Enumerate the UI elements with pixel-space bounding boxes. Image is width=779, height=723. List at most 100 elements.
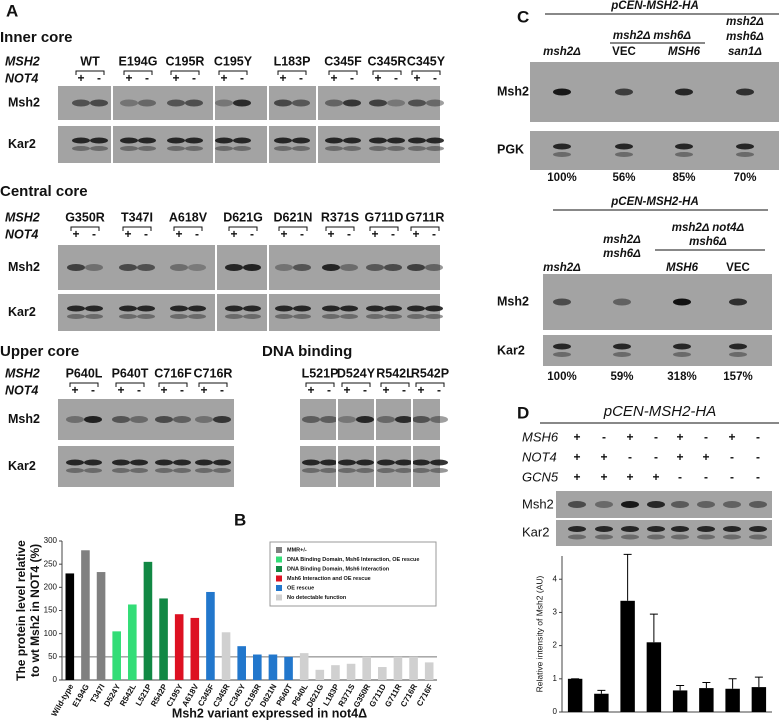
- band: [188, 305, 206, 312]
- bar: [699, 688, 714, 712]
- sign: +: [626, 430, 633, 444]
- band: [568, 501, 586, 508]
- variant: C716R: [194, 366, 233, 380]
- band: [320, 468, 338, 473]
- band: [67, 264, 85, 271]
- column-group: msh2Δ msh6Δ: [613, 30, 692, 42]
- variant: T347I: [121, 210, 153, 224]
- band: [369, 137, 387, 144]
- band: [84, 468, 102, 473]
- band: [167, 146, 185, 151]
- bar: [378, 667, 387, 680]
- row-label: NOT4: [5, 227, 38, 241]
- band: [155, 468, 173, 473]
- blot-label: Msh2: [8, 95, 40, 109]
- band: [697, 501, 715, 508]
- band: [356, 459, 374, 466]
- band: [302, 416, 320, 423]
- band: [338, 416, 356, 423]
- legend-label: Msh6 Interaction and OE rescue: [287, 576, 371, 582]
- y-tick-label: 250: [44, 559, 58, 568]
- sign: +: [172, 71, 179, 85]
- bracket: [70, 226, 100, 231]
- band: [553, 143, 571, 150]
- sign: +: [573, 470, 580, 484]
- band: [170, 264, 188, 271]
- bracket: [380, 382, 410, 387]
- sign: +: [382, 383, 389, 397]
- sign: -: [350, 71, 354, 85]
- band: [408, 137, 426, 144]
- bar: [299, 653, 309, 680]
- blot-divider: [374, 399, 376, 440]
- band: [215, 146, 233, 151]
- band: [225, 305, 243, 312]
- sign: -: [347, 227, 351, 241]
- band: [322, 264, 340, 271]
- band: [621, 534, 639, 540]
- percent: 70%: [733, 172, 756, 184]
- y-tick-label: 4: [553, 574, 558, 583]
- band: [595, 501, 613, 508]
- blot-divider: [215, 245, 217, 290]
- section-title: DNA binding: [262, 343, 352, 360]
- blot-divider: [374, 446, 376, 487]
- band: [137, 264, 155, 271]
- band: [322, 305, 340, 312]
- y-tick-label: 100: [44, 629, 58, 638]
- row-label: NOT4: [5, 383, 38, 397]
- band: [243, 314, 261, 319]
- bracket: [170, 70, 200, 75]
- legend-label: No detectable function: [287, 595, 347, 601]
- sign: +: [374, 71, 381, 85]
- variant: R542L: [376, 366, 414, 380]
- sign: -: [704, 470, 708, 484]
- sign: +: [71, 383, 78, 397]
- band: [621, 526, 639, 532]
- legend-label: DNA Binding Domain, Msh6 Interaction, OE…: [287, 557, 419, 563]
- blot-label: Msh2: [497, 84, 529, 98]
- band: [66, 459, 84, 466]
- band: [155, 416, 173, 423]
- sign: -: [363, 383, 367, 397]
- bracket: [372, 70, 402, 75]
- column-label: VEC: [726, 262, 750, 274]
- band: [340, 314, 358, 319]
- band: [72, 146, 90, 151]
- bracket: [228, 226, 258, 231]
- bracket: [122, 226, 152, 231]
- blot-label: Kar2: [522, 524, 549, 539]
- band: [173, 459, 191, 466]
- band: [225, 264, 243, 271]
- band: [343, 99, 361, 107]
- construct: pCEN-MSH2-HA: [610, 0, 699, 12]
- bar: [65, 573, 75, 680]
- band: [195, 459, 213, 466]
- column-label: san1Δ: [728, 46, 762, 58]
- bracket: [277, 70, 307, 75]
- variant: L521P: [302, 366, 339, 380]
- bracket: [115, 382, 145, 387]
- band: [736, 88, 754, 96]
- bar: [190, 617, 200, 680]
- band: [233, 99, 251, 107]
- band: [185, 137, 203, 144]
- x-axis-label: Msh2 variant expressed in not4Δ: [172, 706, 367, 720]
- y-tick-label: 200: [44, 582, 58, 591]
- band: [647, 534, 665, 540]
- variant: C345F: [324, 54, 362, 68]
- legend-swatch: [276, 566, 282, 572]
- band: [325, 146, 343, 151]
- column-label: msh6Δ: [603, 248, 641, 260]
- band: [67, 314, 85, 319]
- variant: G711D: [365, 210, 404, 224]
- blot-divider: [213, 126, 215, 163]
- variant: R542P: [411, 366, 449, 380]
- band: [340, 264, 358, 271]
- band: [723, 534, 741, 540]
- band: [749, 534, 767, 540]
- bar: [646, 642, 662, 712]
- variant: G711R: [406, 210, 445, 224]
- band: [647, 526, 665, 532]
- sign: -: [437, 383, 441, 397]
